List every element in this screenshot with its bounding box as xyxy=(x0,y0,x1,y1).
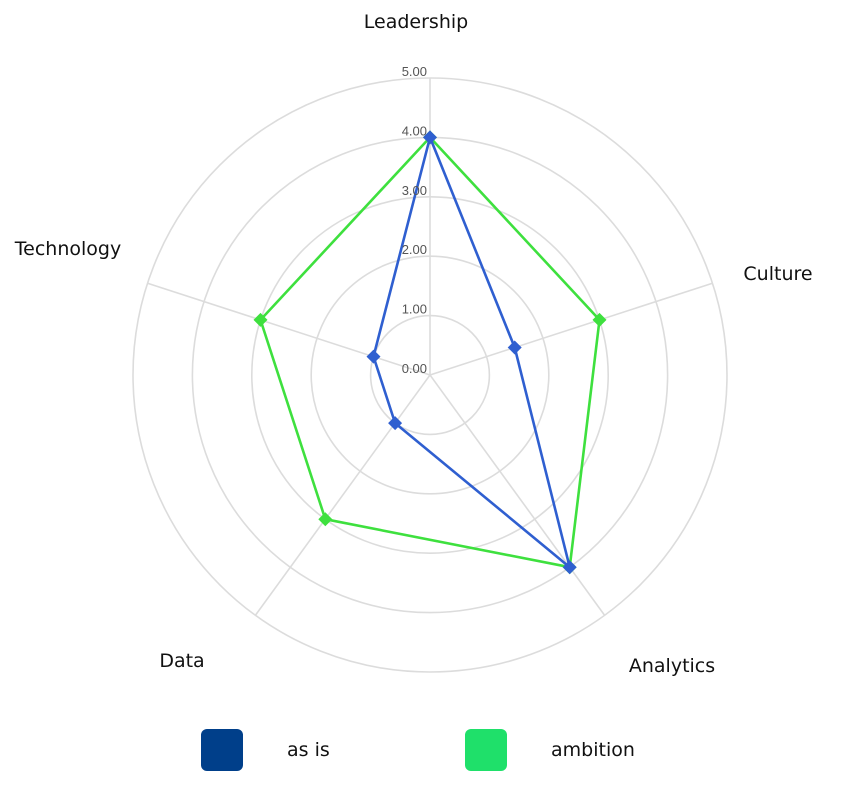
point-ambition-technology xyxy=(253,312,268,327)
axis-label-leadership: Leadership xyxy=(364,11,468,33)
tick-label: 2.00 xyxy=(402,242,427,257)
spoke-data xyxy=(254,374,431,616)
series-line-as-is xyxy=(372,136,572,569)
point-as-is-culture xyxy=(507,340,522,355)
radar-series xyxy=(253,130,607,575)
series-line-ambition xyxy=(259,136,601,569)
axis-label-analytics: Analytics xyxy=(629,655,715,677)
tick-label: 5.00 xyxy=(402,64,427,79)
point-as-is-technology xyxy=(366,349,381,364)
axis-label-data: Data xyxy=(159,650,204,672)
spoke-technology xyxy=(147,282,431,376)
legend-item-as-is: as is xyxy=(201,728,330,772)
axis-label-technology: Technology xyxy=(14,238,121,260)
radar-axis-labels: Leadership Culture Analytics Data Technology xyxy=(14,11,813,677)
legend-item-ambition: ambition xyxy=(465,728,635,772)
spoke-culture xyxy=(429,282,713,376)
tick-label: 0.00 xyxy=(402,361,427,376)
spoke-analytics xyxy=(429,374,606,616)
point-ambition-data xyxy=(318,512,333,527)
tick-label: 4.00 xyxy=(402,123,427,138)
point-as-is-analytics xyxy=(562,560,577,575)
radar-tick-labels: 0.00 1.00 2.00 3.00 4.00 5.00 xyxy=(402,64,427,376)
legend-label-ambition: ambition xyxy=(551,739,635,761)
point-ambition-culture xyxy=(592,312,607,327)
legend-swatch-as-is xyxy=(201,729,243,771)
tick-label: 1.00 xyxy=(402,302,427,317)
point-as-is-leadership xyxy=(423,130,437,145)
legend: as is ambition xyxy=(0,728,841,774)
radar-spokes xyxy=(147,78,713,616)
axis-label-culture: Culture xyxy=(743,263,812,285)
legend-label-as-is: as is xyxy=(287,739,330,761)
point-as-is-data xyxy=(388,416,403,431)
legend-swatch-ambition xyxy=(465,729,507,771)
tick-label: 3.00 xyxy=(402,183,427,198)
